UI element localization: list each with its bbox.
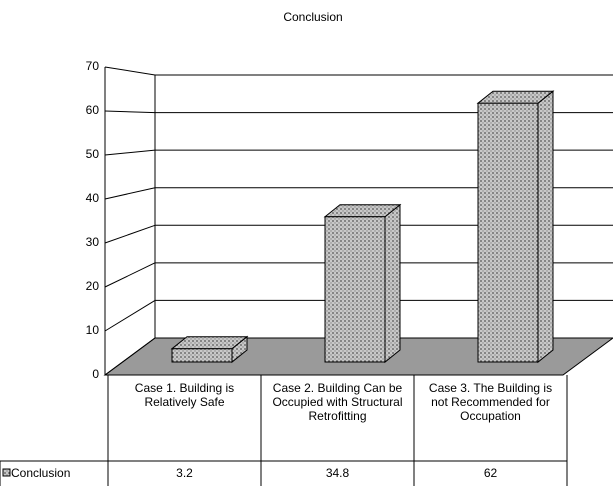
bar	[323, 203, 402, 364]
y-tick-label: 50	[86, 147, 100, 161]
legend-label: Conclusion	[11, 466, 71, 480]
table-value: 62	[483, 466, 498, 480]
bar	[476, 90, 555, 364]
y-tick-label: 0	[92, 367, 99, 381]
category-label: Case 2. Building Can be Occupied with St…	[272, 381, 403, 423]
tick-line	[104, 66, 156, 76]
tick-line	[104, 110, 156, 114]
table-value: 3.2	[176, 466, 193, 480]
tick-line	[104, 337, 156, 376]
y-tick-label: 30	[86, 235, 100, 249]
y-tick-label: 60	[86, 103, 100, 117]
bar-side	[537, 90, 554, 364]
legend-marker	[2, 468, 11, 477]
bar	[170, 335, 249, 364]
category-label: Case 1. Building is Relatively Safe	[134, 381, 235, 409]
tick-line	[104, 262, 156, 288]
bar-front	[477, 102, 539, 363]
tick-line	[104, 224, 156, 244]
tick-line	[104, 149, 156, 156]
chart-title: Conclusion	[283, 10, 342, 24]
bar-front	[324, 216, 386, 363]
y-tick-label: 20	[86, 279, 100, 293]
table-value: 34.8	[325, 466, 350, 480]
y-tick-label: 40	[86, 191, 100, 205]
tick-line	[104, 187, 156, 200]
category-label: Case 3. The Building is not Recommended …	[428, 381, 553, 423]
y-tick-label: 10	[86, 323, 100, 337]
y-tick-label: 70	[86, 59, 100, 73]
bar-side	[384, 203, 401, 364]
bar-front	[171, 348, 233, 363]
tick-line	[104, 300, 156, 332]
